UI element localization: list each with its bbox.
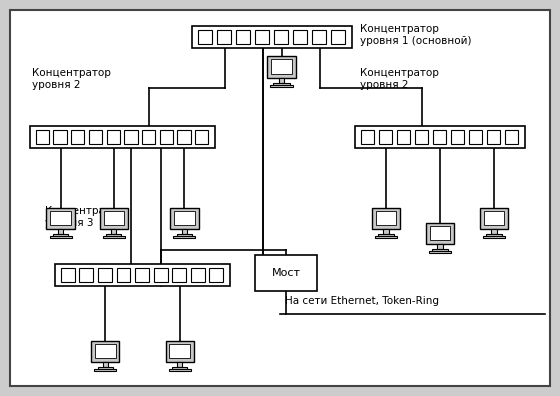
Bar xyxy=(104,211,124,225)
Bar xyxy=(172,367,188,369)
Bar xyxy=(492,229,497,234)
Bar xyxy=(106,130,120,144)
Bar xyxy=(483,236,505,238)
Bar xyxy=(293,30,307,44)
Bar xyxy=(169,369,190,371)
Bar xyxy=(174,236,195,238)
Bar xyxy=(372,208,400,229)
Text: Концентратор
уровня 2: Концентратор уровня 2 xyxy=(360,68,439,90)
Bar xyxy=(61,268,75,282)
Bar xyxy=(50,211,71,225)
Bar xyxy=(505,130,519,144)
Bar xyxy=(361,130,374,144)
Bar xyxy=(178,130,190,144)
Bar xyxy=(174,211,194,225)
Bar xyxy=(89,130,102,144)
Bar xyxy=(103,362,108,367)
Bar xyxy=(160,130,173,144)
Bar xyxy=(397,130,410,144)
Bar xyxy=(191,268,204,282)
Bar xyxy=(95,369,116,371)
Bar xyxy=(384,229,389,234)
Text: Концентратор
уровня 1 (основной): Концентратор уровня 1 (основной) xyxy=(360,24,472,46)
Bar xyxy=(46,208,74,229)
Bar xyxy=(331,30,345,44)
Bar xyxy=(451,130,464,144)
Bar xyxy=(55,264,230,286)
Bar xyxy=(379,130,393,144)
Bar xyxy=(100,208,128,229)
Bar xyxy=(273,83,290,85)
Bar xyxy=(111,229,116,234)
Bar xyxy=(195,130,208,144)
Bar xyxy=(142,130,155,144)
Bar xyxy=(267,56,296,78)
Bar xyxy=(198,30,212,44)
Bar xyxy=(166,341,194,362)
Bar xyxy=(271,59,292,74)
Bar xyxy=(433,130,446,144)
Bar xyxy=(80,268,94,282)
Bar xyxy=(270,85,293,87)
Bar xyxy=(375,236,397,238)
Bar xyxy=(217,30,231,44)
Bar xyxy=(255,255,317,291)
Bar xyxy=(58,229,63,234)
Bar xyxy=(91,341,119,362)
Bar xyxy=(378,234,394,236)
Text: На сети Ethernet, Token-Ring: На сети Ethernet, Token-Ring xyxy=(285,296,439,306)
Bar xyxy=(426,223,454,244)
Bar xyxy=(170,344,190,358)
Bar xyxy=(209,268,223,282)
Bar xyxy=(312,30,326,44)
Bar xyxy=(36,130,49,144)
Bar xyxy=(192,26,352,48)
Bar xyxy=(102,236,125,238)
Bar xyxy=(177,234,192,236)
Bar xyxy=(135,268,149,282)
Bar xyxy=(480,208,508,229)
Bar xyxy=(116,268,130,282)
Bar xyxy=(30,126,215,148)
Bar xyxy=(53,130,67,144)
Bar xyxy=(279,78,284,83)
Bar xyxy=(486,234,502,236)
Bar xyxy=(95,344,115,358)
Bar xyxy=(172,268,186,282)
Bar xyxy=(53,234,68,236)
Bar xyxy=(429,251,451,253)
Bar xyxy=(177,362,182,367)
Bar xyxy=(469,130,482,144)
Bar xyxy=(106,234,122,236)
Bar xyxy=(274,30,288,44)
Bar xyxy=(487,130,500,144)
Bar xyxy=(182,229,187,234)
Text: Мост: Мост xyxy=(272,268,301,278)
Bar xyxy=(50,236,72,238)
Bar xyxy=(124,130,138,144)
Bar xyxy=(71,130,85,144)
Bar xyxy=(355,126,525,148)
Bar xyxy=(430,226,450,240)
Bar xyxy=(484,211,504,225)
Text: Концентратор
уровня 2: Концентратор уровня 2 xyxy=(32,68,111,90)
Bar xyxy=(153,268,167,282)
Bar xyxy=(97,367,113,369)
Bar xyxy=(437,244,442,249)
Bar xyxy=(376,211,396,225)
Bar xyxy=(98,268,112,282)
Bar xyxy=(236,30,250,44)
Bar xyxy=(415,130,428,144)
Bar xyxy=(432,249,448,251)
Bar xyxy=(255,30,269,44)
Bar xyxy=(170,208,199,229)
Text: Концентратор
уровня 3: Концентратор уровня 3 xyxy=(45,206,124,228)
